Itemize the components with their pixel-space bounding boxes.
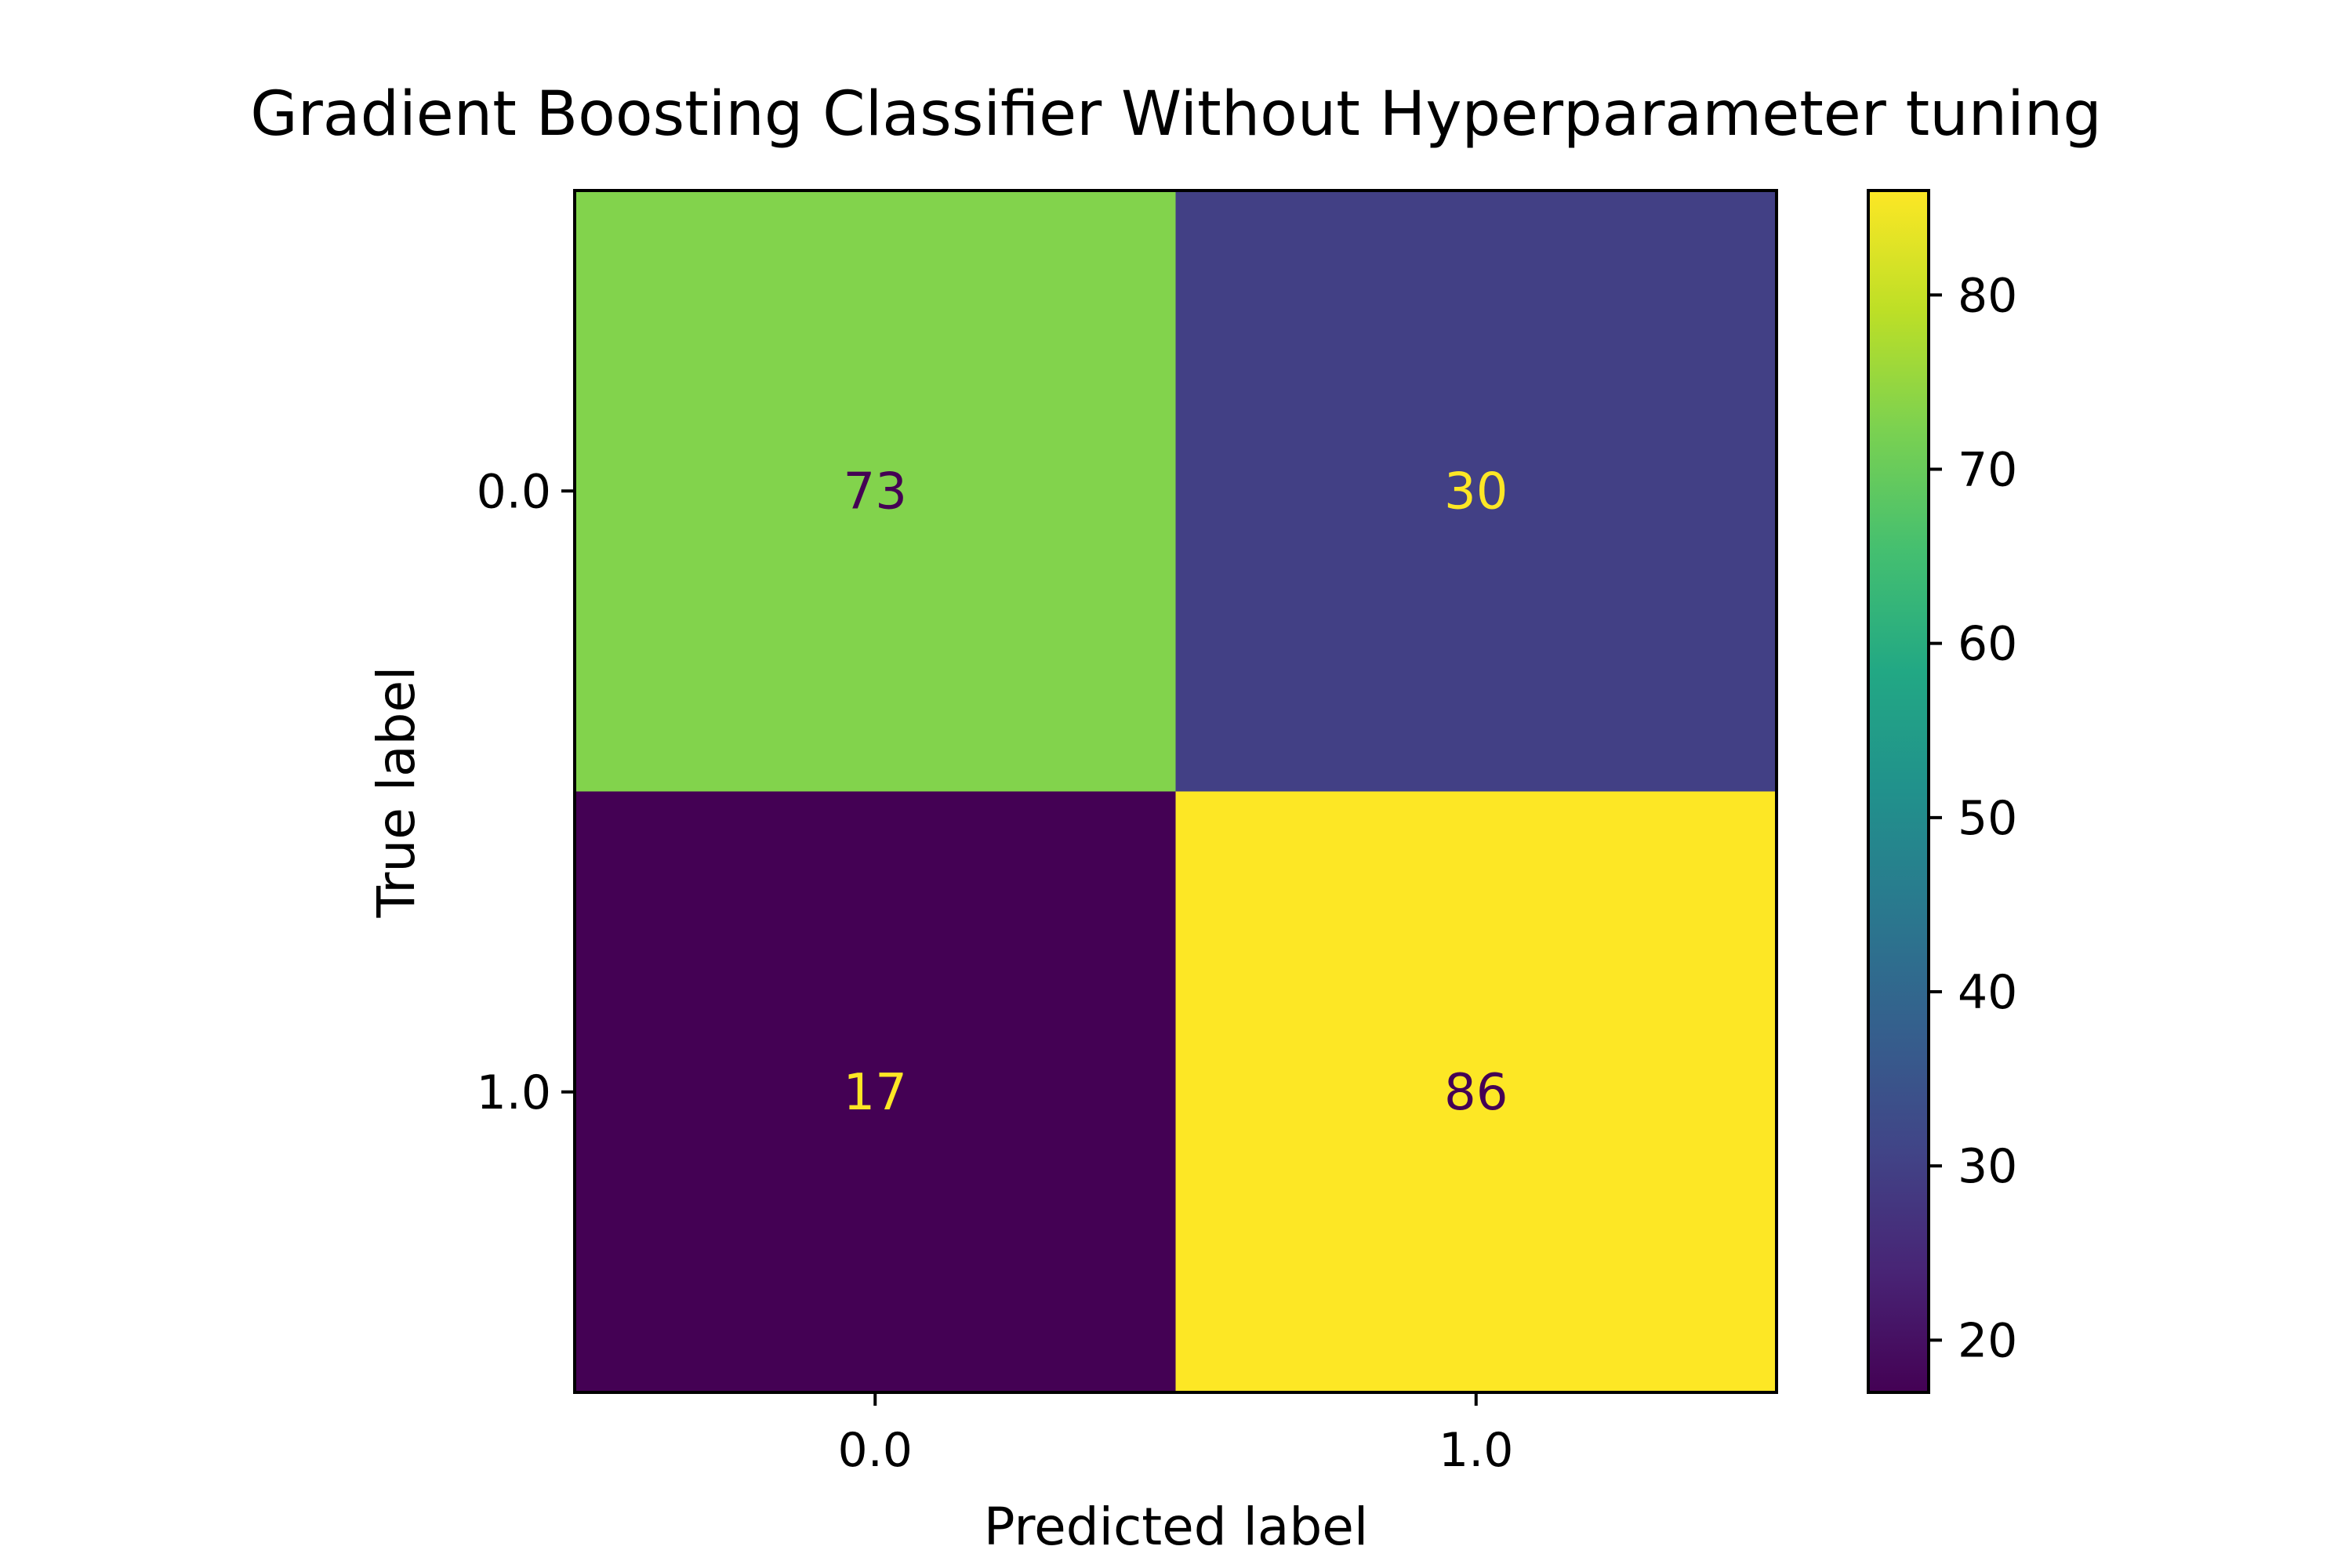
- cell-value-label: 30: [1444, 463, 1508, 521]
- heatmap-cell: [575, 191, 1176, 792]
- x-axis-label: Predicted label: [984, 1497, 1368, 1557]
- y-tick-label: 0.0: [477, 464, 551, 519]
- colorbar-tick-label: 30: [1958, 1139, 2017, 1194]
- heatmap-cell: [1175, 191, 1777, 792]
- x-tick-label: 1.0: [1439, 1423, 1513, 1478]
- heatmap-cell: [1175, 791, 1777, 1392]
- plot-frame: [573, 189, 1778, 1394]
- colorbar-tick-label: 80: [1958, 268, 2017, 323]
- cell-value-label: 73: [844, 463, 907, 521]
- cell-value-label: 86: [1444, 1064, 1508, 1122]
- colorbar: [1867, 189, 1930, 1394]
- y-axis-ticks: 0.0 1.0: [477, 464, 575, 1120]
- x-axis-ticks: 0.0 1.0: [838, 1392, 1513, 1478]
- x-tick-label: 0.0: [838, 1423, 913, 1478]
- colorbar-tick-label: 60: [1958, 617, 2017, 672]
- heatmap-cell-labels: 73 30 17 86: [844, 463, 1508, 1122]
- y-tick-label: 1.0: [477, 1065, 551, 1120]
- heatmap-cells: [575, 191, 1777, 1392]
- colorbar-tick-label: 70: [1958, 442, 2017, 497]
- heatmap-cell: [575, 791, 1176, 1392]
- colorbar-tick-label: 50: [1958, 791, 2017, 846]
- chart-title: Gradient Boosting Classifier Without Hyp…: [250, 79, 2101, 150]
- colorbar-tick-label: 20: [1958, 1313, 2017, 1368]
- cell-value-label: 17: [844, 1064, 907, 1122]
- y-axis-label: True label: [366, 666, 426, 919]
- colorbar-tick-label: 40: [1958, 965, 2017, 1020]
- colorbar-ticks: 20 30 40 50 60 70 80: [1929, 268, 2017, 1368]
